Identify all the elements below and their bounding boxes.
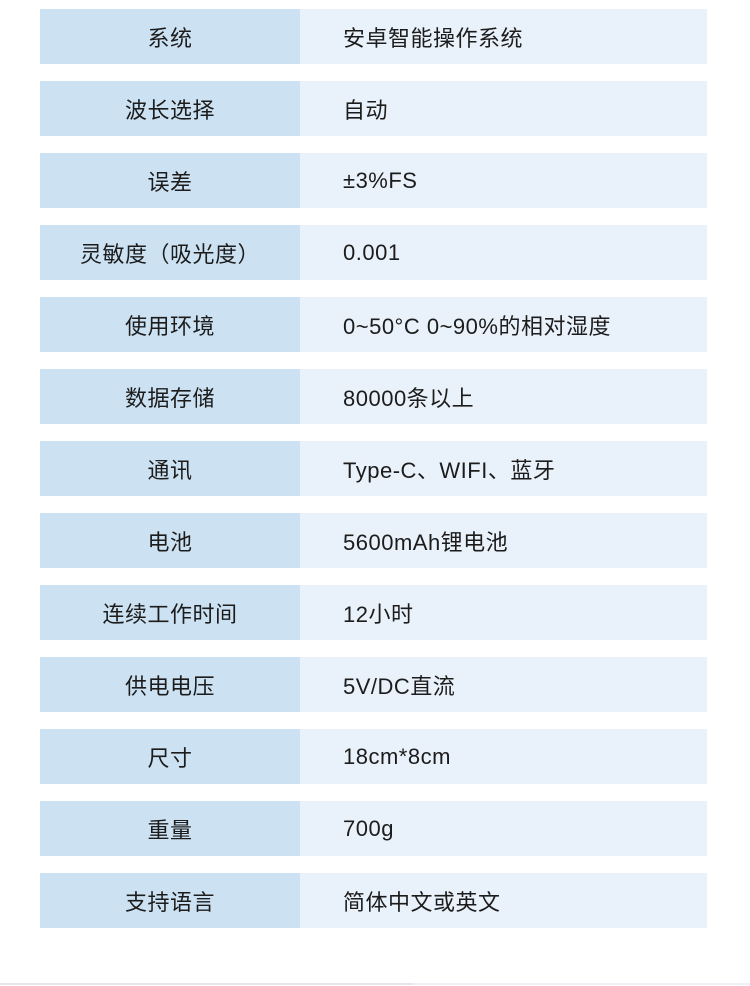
spec-value: Type-C、WIFI、蓝牙 <box>300 441 707 496</box>
spec-label: 连续工作时间 <box>40 585 300 640</box>
spec-value: 0.001 <box>300 225 707 280</box>
spec-value: 0~50°C 0~90%的相对湿度 <box>300 297 707 352</box>
spec-row: 重量 700g <box>40 801 707 856</box>
spec-row: 电池 5600mAh锂电池 <box>40 513 707 568</box>
spec-label: 误差 <box>40 153 300 208</box>
spec-row: 数据存储 80000条以上 <box>40 369 707 424</box>
spec-value: 5V/DC直流 <box>300 657 707 712</box>
spec-row: 尺寸 18cm*8cm <box>40 729 707 784</box>
spec-value: 12小时 <box>300 585 707 640</box>
spec-row: 通讯 Type-C、WIFI、蓝牙 <box>40 441 707 496</box>
spec-value: 5600mAh锂电池 <box>300 513 707 568</box>
spec-row: 使用环境 0~50°C 0~90%的相对湿度 <box>40 297 707 352</box>
spec-value: 简体中文或英文 <box>300 873 707 928</box>
spec-label: 数据存储 <box>40 369 300 424</box>
spec-label: 尺寸 <box>40 729 300 784</box>
bottom-divider <box>0 983 750 985</box>
spec-row: 灵敏度（吸光度） 0.001 <box>40 225 707 280</box>
spec-row: 连续工作时间 12小时 <box>40 585 707 640</box>
spec-label: 电池 <box>40 513 300 568</box>
spec-row: 系统 安卓智能操作系统 <box>40 9 707 64</box>
spec-label: 重量 <box>40 801 300 856</box>
spec-label: 灵敏度（吸光度） <box>40 225 300 280</box>
spec-label: 供电电压 <box>40 657 300 712</box>
spec-row: 误差 ±3%FS <box>40 153 707 208</box>
spec-value: 安卓智能操作系统 <box>300 9 707 64</box>
spec-row: 支持语言 简体中文或英文 <box>40 873 707 928</box>
spec-value: 18cm*8cm <box>300 729 707 784</box>
spec-row: 供电电压 5V/DC直流 <box>40 657 707 712</box>
spec-value: 80000条以上 <box>300 369 707 424</box>
spec-value: 自动 <box>300 81 707 136</box>
spec-table: 系统 安卓智能操作系统 波长选择 自动 误差 ±3%FS 灵敏度（吸光度） 0.… <box>40 9 707 928</box>
spec-value: 700g <box>300 801 707 856</box>
spec-label: 系统 <box>40 9 300 64</box>
spec-label: 波长选择 <box>40 81 300 136</box>
spec-label: 使用环境 <box>40 297 300 352</box>
spec-label: 通讯 <box>40 441 300 496</box>
spec-label: 支持语言 <box>40 873 300 928</box>
spec-row: 波长选择 自动 <box>40 81 707 136</box>
spec-value: ±3%FS <box>300 153 707 208</box>
